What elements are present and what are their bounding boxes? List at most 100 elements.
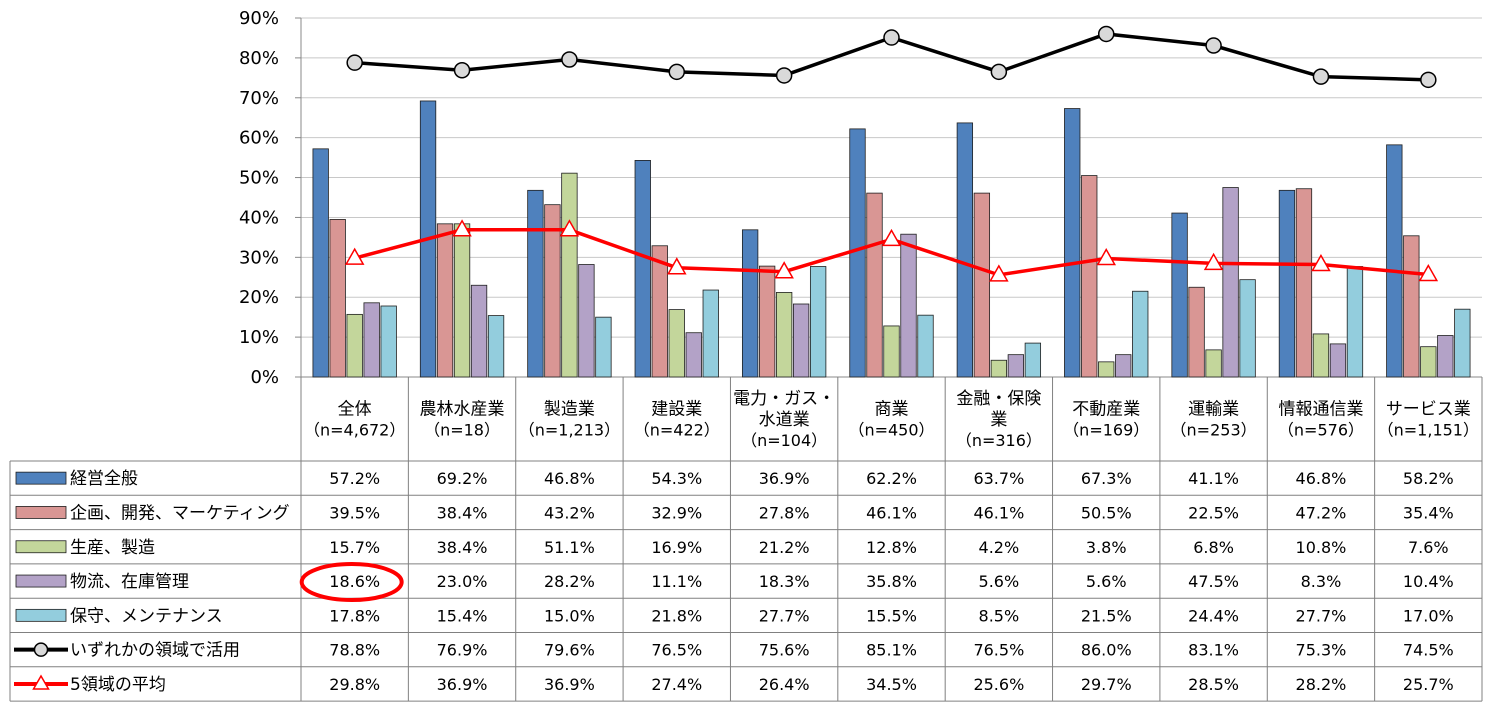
bar bbox=[1188, 286, 1205, 378]
bar bbox=[470, 284, 488, 378]
bar bbox=[883, 325, 900, 378]
data-label: 11.1% bbox=[651, 572, 702, 591]
data-label: 79.6% bbox=[544, 641, 595, 660]
bar bbox=[1312, 333, 1330, 378]
data-label: 76.5% bbox=[651, 641, 702, 660]
data-label: 63.7% bbox=[973, 469, 1024, 488]
line-point bbox=[1097, 25, 1115, 43]
bar bbox=[1205, 349, 1222, 378]
data-label: 25.6% bbox=[973, 675, 1024, 694]
data-label: 15.5% bbox=[866, 606, 917, 625]
bar bbox=[685, 332, 702, 378]
data-label: 41.1% bbox=[1188, 469, 1239, 488]
category-n-label: （n=576） bbox=[1278, 421, 1364, 440]
data-label: 15.7% bbox=[329, 538, 380, 557]
bar bbox=[1454, 308, 1471, 378]
bar bbox=[380, 305, 397, 378]
data-label: 39.5% bbox=[329, 503, 380, 522]
line-point bbox=[1418, 263, 1439, 282]
category-name-label: 運輸業 bbox=[1188, 400, 1239, 420]
data-label: 17.0% bbox=[1403, 606, 1454, 625]
legend-key-marker bbox=[32, 674, 50, 690]
category-n-label: （n=169） bbox=[1063, 421, 1149, 440]
data-label: 54.3% bbox=[651, 469, 702, 488]
data-label: 10.4% bbox=[1403, 572, 1454, 591]
data-label: 47.5% bbox=[1188, 572, 1239, 591]
line-point bbox=[666, 257, 687, 275]
bar bbox=[544, 204, 561, 378]
data-label: 36.9% bbox=[544, 675, 595, 694]
data-label: 50.5% bbox=[1081, 503, 1132, 522]
y-tick-label: 0% bbox=[250, 367, 279, 388]
legend-label: 経営全般 bbox=[70, 469, 138, 489]
legend-key-bar bbox=[15, 506, 67, 519]
bar bbox=[1171, 212, 1188, 378]
category-n-label: （n=4,672） bbox=[304, 421, 405, 440]
y-tick-label: 80% bbox=[239, 48, 279, 69]
bar bbox=[1064, 108, 1081, 378]
line-point bbox=[668, 63, 686, 81]
line-point bbox=[344, 247, 365, 265]
category-n-label: （n=253） bbox=[1171, 421, 1257, 440]
legend-key-bar bbox=[15, 608, 67, 622]
bar bbox=[758, 265, 776, 378]
data-label: 58.2% bbox=[1403, 469, 1454, 488]
data-table: 全体（n=4,672）農林水産業（n=18）製造業（n=1,213）建設業（n=… bbox=[9, 377, 1483, 702]
bar bbox=[312, 148, 329, 378]
line-point bbox=[452, 219, 472, 237]
data-label: 76.5% bbox=[973, 641, 1024, 660]
data-label: 38.4% bbox=[437, 538, 488, 557]
data-label: 46.1% bbox=[973, 503, 1024, 522]
category-name-label: 情報通信業 bbox=[1278, 400, 1363, 420]
bar bbox=[578, 264, 595, 378]
bar bbox=[634, 160, 651, 378]
bar bbox=[346, 313, 363, 378]
data-label: 6.8% bbox=[1193, 538, 1234, 557]
line-point bbox=[1203, 252, 1224, 271]
bar bbox=[775, 292, 793, 378]
data-label: 25.7% bbox=[1403, 675, 1454, 694]
legend-key-bar bbox=[15, 471, 67, 485]
y-tick-label: 30% bbox=[239, 247, 279, 268]
data-label: 75.3% bbox=[1296, 641, 1347, 660]
legend-key-marker bbox=[33, 642, 49, 657]
bar bbox=[329, 219, 346, 378]
bar bbox=[1437, 335, 1454, 378]
data-label: 83.1% bbox=[1188, 641, 1239, 660]
data-label: 76.9% bbox=[437, 641, 488, 660]
data-label: 21.8% bbox=[651, 606, 702, 625]
data-label: 46.1% bbox=[866, 503, 917, 522]
category-n-label: （n=18） bbox=[424, 421, 500, 440]
data-label: 28.2% bbox=[1296, 675, 1347, 694]
data-label: 10.8% bbox=[1296, 538, 1347, 557]
data-label: 23.0% bbox=[437, 572, 488, 591]
category-n-label: （n=1,151） bbox=[1378, 421, 1479, 440]
bar bbox=[973, 192, 991, 378]
bar bbox=[1132, 290, 1149, 378]
data-label: 27.7% bbox=[759, 606, 810, 625]
line-point bbox=[1311, 253, 1331, 272]
data-label: 86.0% bbox=[1081, 641, 1132, 660]
category-name-label: 全体 bbox=[338, 400, 372, 420]
bar bbox=[453, 223, 471, 378]
data-label: 22.5% bbox=[1188, 503, 1239, 522]
data-label: 74.5% bbox=[1403, 641, 1454, 660]
bar bbox=[561, 172, 578, 378]
category-name-label: 製造業 bbox=[544, 400, 595, 420]
data-label: 78.8% bbox=[329, 641, 380, 660]
data-label: 17.8% bbox=[329, 606, 380, 625]
data-label: 34.5% bbox=[866, 675, 917, 694]
data-label: 16.9% bbox=[651, 538, 702, 557]
data-label: 36.9% bbox=[437, 675, 488, 694]
bar bbox=[1081, 175, 1098, 378]
bar bbox=[1403, 235, 1420, 378]
data-label: 35.8% bbox=[866, 572, 917, 591]
bar bbox=[595, 316, 612, 378]
data-label: 28.2% bbox=[544, 572, 595, 591]
legend-label: 物流、在庫管理 bbox=[70, 572, 189, 592]
category-name-label: 業 bbox=[990, 410, 1007, 430]
data-label: 27.8% bbox=[759, 503, 810, 522]
bar bbox=[741, 229, 759, 378]
data-label: 67.3% bbox=[1081, 469, 1132, 488]
data-label: 47.2% bbox=[1296, 503, 1347, 522]
